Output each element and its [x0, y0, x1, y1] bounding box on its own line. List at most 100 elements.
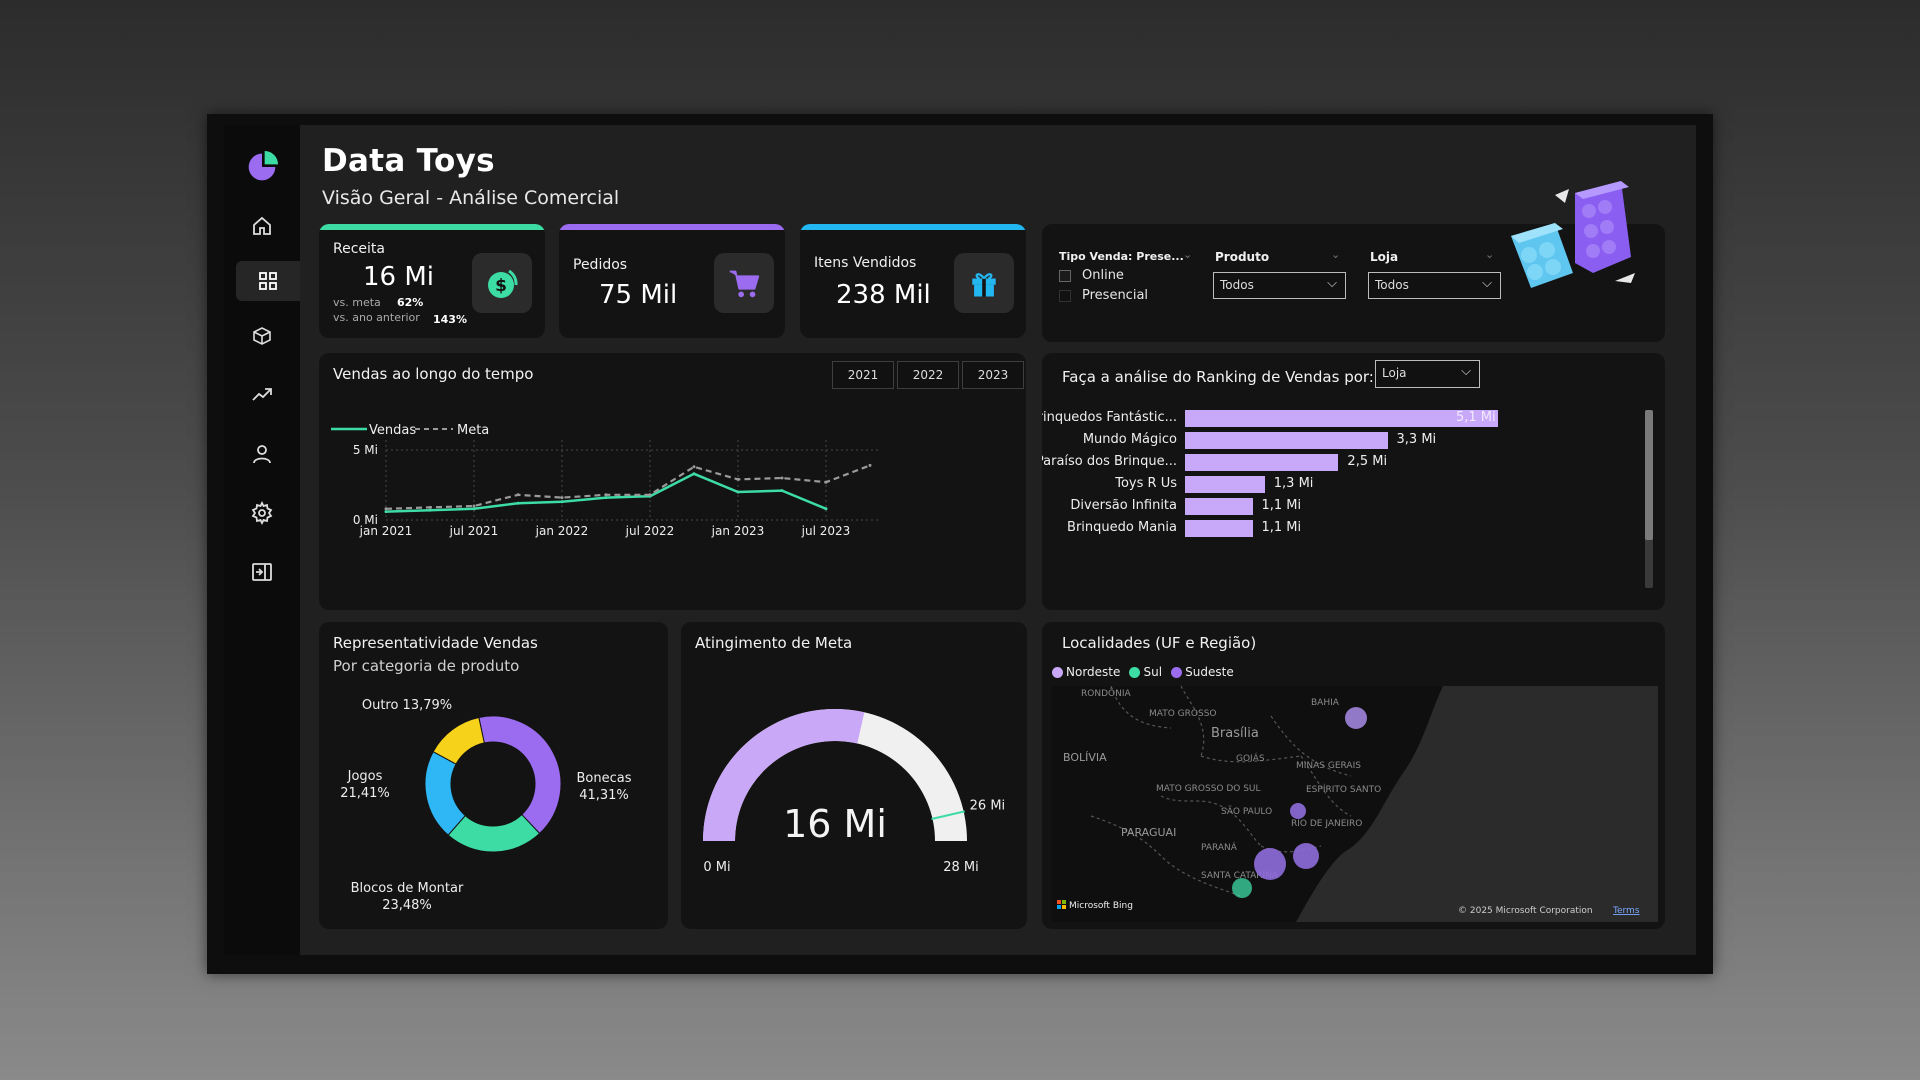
map-bubble-sudeste[interactable]	[1293, 843, 1319, 869]
gauge-card: Atingimento de Meta 16 Mi 0 Mi 28 Mi 26 Mi	[681, 622, 1027, 929]
cart-icon	[714, 253, 774, 313]
gauge-max-label: 28 Mi	[943, 860, 979, 875]
ranking-title: Faça a análise do Ranking de Vendas por:	[1062, 368, 1374, 386]
donut-label: 23,48%	[382, 898, 432, 913]
data-point-meta	[692, 465, 696, 469]
ranking-scrollbar[interactable]	[1645, 410, 1653, 588]
map-terms-link[interactable]: Terms	[1612, 906, 1640, 916]
gauge-target-label: 26 Mi	[970, 798, 1006, 813]
kpi-ano-value: 143%	[433, 313, 467, 326]
legend-sul[interactable]: Sul	[1129, 665, 1162, 679]
data-point-vendas	[736, 490, 740, 494]
data-point-meta	[824, 480, 828, 484]
donut-label: Jogos	[347, 769, 383, 784]
rank-bar[interactable]	[1185, 498, 1253, 515]
x-tick-label: jan 2023	[711, 524, 765, 538]
produto-select[interactable]: Todos ⌵	[1213, 272, 1346, 299]
map-label: BOLÍVIA	[1063, 751, 1107, 764]
kpi-value: 75 Mil	[599, 280, 678, 310]
rank-bar[interactable]	[1185, 476, 1265, 493]
rank-bar[interactable]	[1185, 454, 1339, 471]
legend-sul-label: Sul	[1143, 665, 1163, 679]
kpi-value: 16 Mi	[363, 262, 435, 292]
data-point-vendas	[384, 510, 388, 514]
donut-label: Outro 13,79%	[362, 698, 452, 713]
map-bubble-sudeste[interactable]	[1254, 848, 1286, 880]
rank-value-label: 1,3 Mi	[1273, 476, 1314, 491]
sales-chart-title: Vendas ao longo do tempo	[333, 365, 534, 383]
box-3d-icon[interactable]	[236, 316, 288, 356]
map-label: GOIÁS	[1236, 752, 1265, 764]
data-point-meta	[736, 477, 740, 481]
brazil-map[interactable]: RONDÔNIA MATO GROSSO Brasília BAHIA BOLÍ…	[1051, 686, 1658, 922]
legend-nordeste[interactable]: Nordeste	[1052, 665, 1120, 679]
ranking-scrollbar-thumb[interactable]	[1645, 410, 1653, 540]
data-point-vendas	[692, 472, 696, 476]
trend-up-icon[interactable]	[236, 375, 288, 415]
kpi-meta-label: vs. meta	[333, 296, 381, 309]
x-tick-label: jul 2023	[801, 524, 851, 538]
kpi-label: Pedidos	[573, 257, 628, 273]
user-icon[interactable]	[236, 434, 288, 474]
data-point-meta	[560, 496, 564, 500]
loja-select[interactable]: Todos ⌵	[1368, 272, 1501, 299]
category-donut-chart: Bonecas 41,31% Blocos de Montar 23,48% Jogos…	[340, 698, 632, 913]
gear-icon[interactable]	[236, 493, 288, 533]
map-label: ESPÍRITO SANTO	[1306, 783, 1381, 795]
home-icon[interactable]	[236, 206, 288, 246]
data-point-vendas	[780, 489, 784, 493]
rank-value-label: 2,5 Mi	[1347, 454, 1388, 469]
data-point-vendas	[516, 501, 520, 505]
chevron-down-icon[interactable]: ⌄	[1485, 248, 1495, 261]
dashboard-grid-icon[interactable]	[236, 261, 300, 301]
year-button-2023[interactable]: 2023	[962, 361, 1024, 389]
map-label: BAHIA	[1311, 698, 1340, 708]
kpi-card-receita[interactable]: Receita 16 Mi vs. meta 62% vs. ano anter…	[319, 224, 545, 338]
ranking-dimension-value: Loja	[1382, 366, 1407, 380]
kpi-label: Itens Vendidos	[814, 255, 917, 271]
chevron-down-icon[interactable]: ⌄	[1183, 248, 1193, 261]
checkbox-online[interactable]	[1059, 270, 1071, 282]
exit-panel-icon[interactable]	[236, 552, 288, 592]
data-point-vendas	[472, 507, 476, 511]
data-point-vendas	[604, 496, 608, 500]
checkbox-presencial[interactable]	[1059, 290, 1071, 302]
legend-dot-icon	[1052, 667, 1063, 678]
map-bubble-sul[interactable]	[1232, 878, 1252, 898]
page-title: Data Toys	[322, 143, 495, 179]
legend-sudeste[interactable]: Sudeste	[1171, 665, 1234, 679]
chevron-down-icon[interactable]: ⌄	[1331, 248, 1341, 261]
rank-bar[interactable]	[1185, 432, 1388, 449]
microsoft-bing-logo: Microsoft Bing	[1057, 900, 1133, 911]
donut-label: 41,31%	[579, 788, 629, 803]
map-label: SANTA CATARINA	[1201, 871, 1279, 881]
gauge-value-label: 16 Mi	[783, 802, 887, 846]
kpi-card-pedidos[interactable]: Pedidos 75 Mil	[559, 224, 785, 338]
map-bubble-sudeste[interactable]	[1290, 803, 1306, 819]
rank-bar[interactable]	[1185, 520, 1253, 537]
checkbox-presencial-label: Presencial	[1082, 288, 1149, 303]
donut-label: Bonecas	[577, 771, 632, 786]
year-button-2022[interactable]: 2022	[897, 361, 959, 389]
data-point-vendas	[824, 507, 828, 511]
kpi-accent-bar	[800, 224, 1026, 230]
ranking-dimension-select[interactable]: Loja ⌵	[1375, 360, 1480, 388]
target-gauge-chart: 16 Mi 0 Mi 28 Mi 26 Mi	[703, 709, 1006, 875]
kpi-card-itens[interactable]: Itens Vendidos 238 Mil	[800, 224, 1026, 338]
data-point-vendas	[560, 500, 564, 504]
sales-line-chart: Vendas Meta 0 Mi 5 Mi jan 2021 jul 2021 jan …	[331, 423, 879, 538]
x-tick-label: jul 2022	[625, 524, 675, 538]
map-label: MATO GROSSO DO SUL	[1156, 784, 1261, 794]
kpi-ano-label: vs. ano anterior	[333, 311, 420, 324]
map-label: Brasília	[1211, 726, 1259, 741]
map-bubble-nordeste[interactable]	[1345, 707, 1367, 729]
year-button-2021[interactable]: 2021	[832, 361, 894, 389]
donut-slice-jogos	[424, 751, 467, 836]
rank-value-label: 5,1 Mi	[1456, 410, 1496, 425]
toy-bricks-illustration	[1511, 181, 1635, 288]
kpi-accent-bar	[319, 224, 545, 230]
rank-category-label: Brinquedo Mania	[1067, 520, 1177, 535]
land-mass	[1051, 686, 1443, 922]
y-tick-label: 0 Mi	[353, 513, 378, 527]
rank-bar[interactable]	[1185, 410, 1498, 427]
